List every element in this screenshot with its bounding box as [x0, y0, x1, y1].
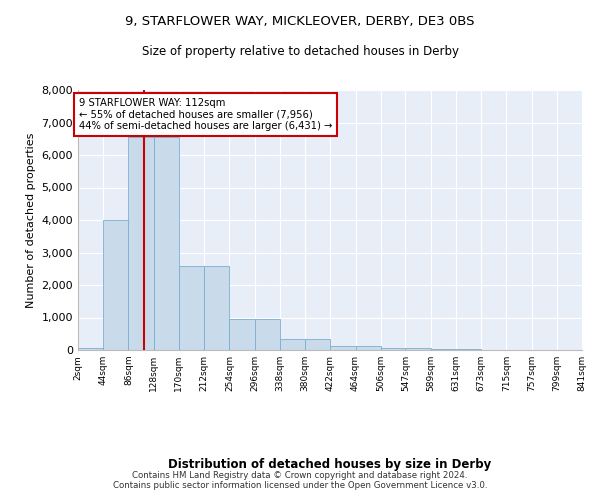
Bar: [406, 348, 431, 350]
Bar: [356, 346, 381, 350]
Bar: [456, 349, 481, 350]
Bar: [229, 319, 254, 350]
Bar: [381, 348, 406, 350]
Bar: [204, 266, 229, 350]
Text: 9 STARFLOWER WAY: 112sqm
← 55% of detached houses are smaller (7,956)
44% of sem: 9 STARFLOWER WAY: 112sqm ← 55% of detach…: [79, 98, 332, 132]
X-axis label: Distribution of detached houses by size in Derby: Distribution of detached houses by size …: [169, 458, 491, 471]
Text: Contains HM Land Registry data © Crown copyright and database right 2024.
Contai: Contains HM Land Registry data © Crown c…: [113, 470, 487, 490]
Bar: [305, 340, 331, 350]
Bar: [154, 137, 179, 350]
Bar: [78, 348, 103, 350]
Bar: [254, 319, 280, 350]
Bar: [128, 137, 154, 350]
Bar: [431, 349, 456, 350]
Bar: [103, 220, 128, 350]
Text: Size of property relative to detached houses in Derby: Size of property relative to detached ho…: [142, 45, 458, 58]
Text: 9, STARFLOWER WAY, MICKLEOVER, DERBY, DE3 0BS: 9, STARFLOWER WAY, MICKLEOVER, DERBY, DE…: [125, 15, 475, 28]
Bar: [280, 340, 305, 350]
Bar: [331, 346, 356, 350]
Bar: [179, 266, 204, 350]
Y-axis label: Number of detached properties: Number of detached properties: [26, 132, 36, 308]
